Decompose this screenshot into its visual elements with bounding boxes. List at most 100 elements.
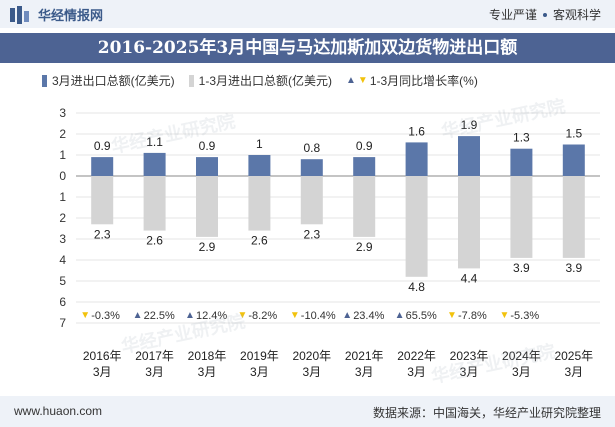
bar-monthly (562, 144, 585, 176)
brand-logo[interactable]: 华经情报网 (10, 5, 103, 24)
triangle-down-icon: ▼ (447, 310, 457, 321)
bar-quarterly (196, 176, 218, 237)
growth-marker: ▼ -10.4% (290, 310, 336, 322)
bar-monthly (143, 152, 166, 176)
x-tick-label: 2017年 (135, 349, 174, 363)
slogan-text-1: 专业严谨 (488, 8, 537, 22)
y-tick-label: 4 (59, 253, 66, 267)
data-label: 0.9 (356, 139, 373, 153)
x-tick-label: 3月 (302, 365, 321, 379)
legend-label: 1-3月同比增长率(%) (369, 74, 478, 88)
data-label: 2.6 (251, 234, 268, 248)
data-label: 1.9 (461, 118, 478, 132)
x-tick-label: 3月 (460, 365, 479, 379)
y-tick-label: 5 (59, 274, 66, 288)
data-label: 2.3 (303, 227, 320, 241)
x-tick-label: 2016年 (83, 349, 122, 363)
legend-item-growth: ▲ ▼ 1-3月同比增长率(%) (346, 72, 478, 89)
bar-quarterly (248, 176, 271, 231)
x-tick-label: 2018年 (188, 349, 227, 363)
x-tick-label: 2022年 (397, 349, 436, 363)
x-tick-label: 3月 (93, 365, 112, 379)
data-label: 0.9 (199, 139, 216, 153)
data-label: 0.9 (94, 139, 111, 153)
growth-marker: ▼ -0.3% (80, 310, 120, 322)
y-tick-label: 6 (59, 295, 66, 309)
growth-label: -0.3% (91, 310, 120, 322)
growth-marker: ▼ -7.8% (447, 310, 487, 322)
legend-item-monthly: 3月进出口总额(亿美元) (42, 72, 175, 89)
data-label: 1.5 (565, 127, 582, 141)
triangle-down-icon: ▼ (290, 310, 300, 321)
x-tick-label: 2020年 (292, 349, 331, 363)
x-tick-label: 2025年 (554, 349, 593, 363)
bar-quarterly (510, 176, 533, 258)
growth-label: 65.5% (406, 310, 437, 322)
y-tick-label: 0 (59, 169, 66, 183)
data-label: 2.9 (199, 240, 216, 254)
legend-item-quarterly: 1-3月进出口总额(亿美元) (188, 72, 333, 89)
bar-quarterly (458, 176, 480, 269)
growth-label: -5.3% (510, 310, 539, 322)
triangle-up-icon: ▲ (133, 310, 143, 321)
growth-label: -8.2% (248, 310, 277, 322)
data-label: 1.1 (146, 135, 163, 149)
bullet-icon (542, 12, 547, 17)
growth-marker: ▲ 22.5% (133, 310, 175, 322)
data-label: 4.4 (461, 271, 478, 285)
bar-quarterly (91, 176, 114, 225)
growth-label: -10.4% (301, 310, 336, 322)
data-label: 3.9 (513, 261, 530, 275)
slogan-text-2: 客观科学 (552, 8, 601, 22)
data-label: 2.6 (146, 234, 163, 248)
bar-quarterly (143, 176, 166, 231)
x-tick-label: 3月 (512, 365, 531, 379)
chart-legend: 3月进出口总额(亿美元) 1-3月进出口总额(亿美元) ▲ ▼ 1-3月同比增长… (42, 72, 492, 89)
triangle-up-icon: ▲ (346, 75, 356, 86)
brand-name: 华经情报网 (38, 8, 104, 23)
y-tick-label: 7 (59, 316, 66, 330)
bar-monthly (300, 159, 323, 176)
bar-monthly (458, 136, 480, 176)
data-label: 1.3 (513, 131, 530, 145)
triangle-down-icon: ▼ (237, 310, 247, 321)
data-label: 3.9 (565, 261, 582, 275)
y-tick-label: 2 (59, 127, 66, 141)
bar-monthly (510, 148, 533, 176)
growth-label: -7.8% (458, 310, 487, 322)
triangle-down-icon: ▼ (499, 310, 509, 321)
y-tick-label: 1 (59, 148, 66, 162)
y-tick-label: 3 (59, 232, 66, 246)
x-tick-label: 2023年 (450, 349, 489, 363)
data-source: 数据来源：中国海关，华经产业研究院整理 (372, 406, 601, 420)
data-label: 4.8 (408, 280, 425, 294)
triangle-down-icon: ▼ (357, 75, 368, 86)
bar-quarterly (300, 176, 323, 225)
growth-marker: ▲ 65.5% (395, 310, 437, 322)
data-label: 2.9 (356, 240, 373, 254)
growth-marker: ▼ -8.2% (237, 310, 277, 322)
bar-quarterly (405, 176, 428, 277)
website-link[interactable]: www.huaon.com (14, 404, 103, 418)
growth-marker: ▲ 23.4% (342, 310, 384, 322)
growth-marker: ▲ 12.4% (185, 310, 227, 322)
bar-monthly (91, 157, 114, 176)
y-tick-label: 1 (59, 190, 66, 204)
x-tick-label: 2021年 (345, 349, 384, 363)
triangle-down-icon: ▼ (80, 310, 90, 321)
legend-label: 1-3月进出口总额(亿美元) (198, 74, 333, 88)
logo-icon (10, 5, 29, 24)
growth-label: 23.4% (353, 310, 384, 322)
growth-label: 12.4% (196, 310, 227, 322)
x-tick-label: 2019年 (240, 349, 279, 363)
footer-bar: www.huaon.com 数据来源：中国海关，华经产业研究院整理 (0, 396, 615, 427)
bar-monthly (405, 142, 428, 176)
x-tick-label: 3月 (407, 365, 426, 379)
x-tick-label: 3月 (564, 365, 583, 379)
triangle-up-icon: ▲ (185, 310, 195, 321)
bar-monthly (353, 157, 376, 176)
x-tick-label: 3月 (198, 365, 217, 379)
x-tick-label: 3月 (145, 365, 164, 379)
triangle-up-icon: ▲ (395, 310, 405, 321)
